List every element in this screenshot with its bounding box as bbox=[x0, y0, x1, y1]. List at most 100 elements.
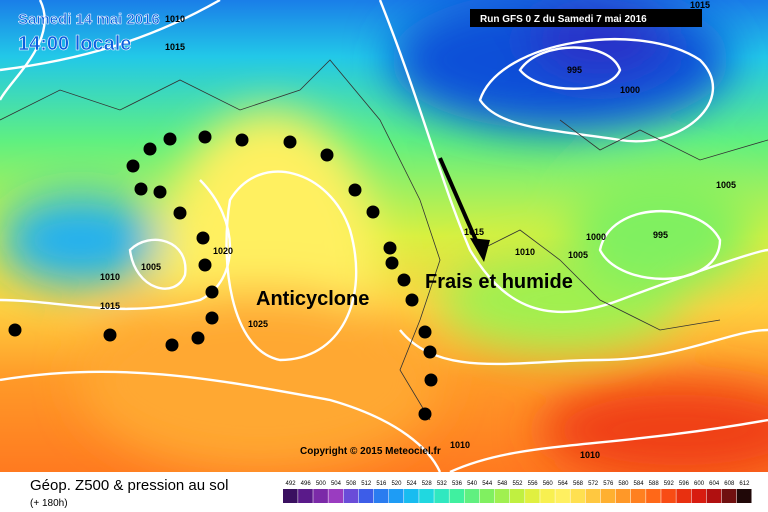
ridge-dot bbox=[205, 311, 219, 325]
isobar-label: 1015 bbox=[690, 0, 710, 10]
scale-swatch bbox=[736, 489, 752, 503]
scale-label: 536 bbox=[452, 481, 463, 487]
scale-swatch bbox=[615, 489, 631, 503]
ridge-dot bbox=[198, 258, 212, 272]
scale-swatch bbox=[298, 489, 313, 503]
ridge-dot bbox=[405, 293, 419, 307]
ridge-dot bbox=[8, 323, 22, 337]
ridge-dot bbox=[397, 273, 411, 287]
scale-swatch bbox=[404, 489, 419, 503]
scale-label: 560 bbox=[543, 481, 554, 487]
scale-swatch bbox=[691, 489, 707, 503]
isobar-label: 995 bbox=[567, 65, 582, 75]
scale-swatch bbox=[646, 489, 661, 503]
ridge-dot bbox=[134, 182, 148, 196]
isobar-label: 1010 bbox=[515, 247, 535, 257]
scale-label: 572 bbox=[588, 481, 599, 487]
scale-label: 588 bbox=[649, 481, 660, 487]
scale-label: 508 bbox=[346, 481, 357, 487]
ridge-dot bbox=[348, 183, 362, 197]
isobar-label: 1010 bbox=[450, 440, 470, 450]
scale-swatch bbox=[540, 489, 555, 503]
scale-swatch bbox=[706, 489, 722, 503]
scale-label: 564 bbox=[558, 481, 569, 487]
scale-swatch bbox=[313, 489, 328, 503]
isobar-label: 1020 bbox=[213, 246, 233, 256]
scale-swatch bbox=[464, 489, 480, 503]
ridge-dot bbox=[424, 373, 438, 387]
scale-label: 600 bbox=[694, 481, 705, 487]
scale-label: 492 bbox=[286, 481, 297, 487]
isobar-label: 1025 bbox=[248, 319, 268, 329]
ridge-dot bbox=[423, 345, 437, 359]
scale-label: 584 bbox=[634, 481, 645, 487]
scale-swatch bbox=[373, 489, 389, 503]
scale-swatch bbox=[343, 489, 359, 503]
scale-label: 556 bbox=[528, 481, 539, 487]
scale-swatch bbox=[358, 489, 374, 503]
scale-label: 568 bbox=[573, 481, 584, 487]
scale-label: 612 bbox=[739, 481, 750, 487]
run-info: Run GFS 0 Z du Samedi 7 mai 2016 bbox=[480, 14, 647, 25]
ridge-dot bbox=[385, 256, 399, 270]
ridge-dot bbox=[103, 328, 117, 342]
scale-swatch bbox=[449, 489, 465, 503]
scale-swatch bbox=[676, 489, 691, 503]
copyright: Copyright © 2015 Meteociel.fr bbox=[300, 446, 441, 457]
scale-swatch bbox=[555, 489, 570, 503]
scale-label: 580 bbox=[618, 481, 629, 487]
isobar-label: 1010 bbox=[580, 450, 600, 460]
ridge-dot bbox=[205, 285, 219, 299]
scale-label: 500 bbox=[316, 481, 327, 487]
scale-swatch bbox=[479, 489, 495, 503]
isobar-label: 1015 bbox=[464, 227, 484, 237]
scale-label: 512 bbox=[361, 481, 372, 487]
isobar-label: 1000 bbox=[620, 85, 640, 95]
ridge-dot bbox=[196, 231, 210, 245]
scale-swatch bbox=[509, 489, 525, 503]
time: 14:00 locale bbox=[18, 33, 131, 55]
scale-label: 540 bbox=[467, 481, 478, 487]
footer-lead: (+ 180h) bbox=[30, 498, 68, 509]
isobar-label: 1015 bbox=[100, 301, 120, 311]
isobar-label: 1005 bbox=[568, 250, 588, 260]
map: 1010 1015 1015 995 1000 1005 1000 995 1010 1005 10… bbox=[0, 0, 768, 480]
ridge-dot bbox=[418, 407, 432, 421]
scale-swatch bbox=[525, 489, 540, 503]
ridge-dot bbox=[366, 205, 380, 219]
scale-label: 548 bbox=[497, 481, 508, 487]
ridge-dot bbox=[126, 159, 140, 173]
scale-swatch bbox=[494, 489, 510, 503]
scale-swatch bbox=[388, 489, 404, 503]
isobar-label: 1010 bbox=[165, 14, 185, 24]
color-scale: 492 496 500 504 508 512 516 520 524 528 532 536 540 5… bbox=[283, 481, 752, 503]
scale-swatch bbox=[721, 489, 737, 503]
ridge-dot bbox=[173, 206, 187, 220]
low-label: Frais et humide bbox=[425, 271, 573, 293]
scale-label: 592 bbox=[664, 481, 675, 487]
arrow bbox=[438, 157, 490, 262]
high-label: Anticyclone bbox=[256, 288, 369, 310]
scale-label: 532 bbox=[437, 481, 448, 487]
scale-label: 576 bbox=[603, 481, 614, 487]
ridge-dot bbox=[153, 185, 167, 199]
isobar-label: 1000 bbox=[586, 232, 606, 242]
scale-label: 520 bbox=[391, 481, 402, 487]
scale-label: 604 bbox=[709, 481, 720, 487]
scale-label: 516 bbox=[376, 481, 387, 487]
scale-swatch bbox=[661, 489, 676, 503]
scale-swatch bbox=[585, 489, 601, 503]
ridge-dot bbox=[191, 331, 205, 345]
isobar-label: 1010 bbox=[100, 272, 120, 282]
scale-label: 552 bbox=[512, 481, 523, 487]
ridge-dots bbox=[8, 130, 438, 421]
scale-swatch bbox=[419, 489, 434, 503]
scale-label: 528 bbox=[422, 481, 433, 487]
ridge-dot bbox=[320, 148, 334, 162]
ridge-dot bbox=[198, 130, 212, 144]
scale-swatch bbox=[434, 489, 449, 503]
scale-label: 496 bbox=[301, 481, 312, 487]
scale-swatch bbox=[283, 489, 298, 503]
ridge-dot bbox=[418, 325, 432, 339]
